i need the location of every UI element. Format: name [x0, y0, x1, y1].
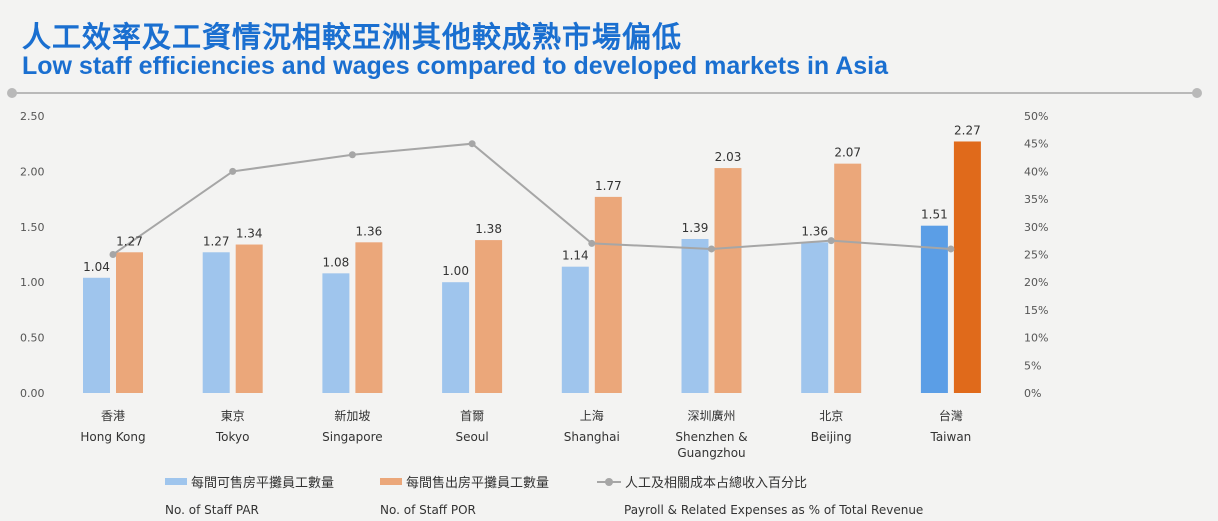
data-label-par: 1.08 — [323, 255, 350, 269]
bar-por — [475, 240, 503, 393]
data-label-por: 1.36 — [356, 224, 383, 238]
payroll-point — [947, 245, 955, 253]
bar-par — [202, 252, 230, 393]
category-label-en: Guangzhou — [677, 446, 745, 460]
legend-label-payroll-en: Payroll & Related Expenses as % of Total… — [624, 503, 924, 517]
category-label-en: Taiwan — [929, 430, 971, 444]
category-label-en: Shanghai — [564, 430, 620, 444]
payroll-line — [112, 142, 951, 256]
right-axis-tick-label: 45% — [1024, 138, 1048, 151]
category-label-zh: 香港 — [101, 409, 125, 423]
legend-swatch-payroll — [597, 477, 621, 487]
title-divider — [12, 92, 1198, 94]
left-axis-tick-label: 0.50 — [20, 332, 45, 345]
left-axis-tick-label: 2.00 — [20, 165, 45, 178]
category-label-zh: 新加坡 — [334, 408, 370, 423]
bar-series — [83, 141, 981, 393]
payroll-point — [229, 167, 237, 175]
legend-item-por: 每間售出房平攤員工數量 No. of Staff POR — [380, 472, 549, 517]
payroll-point — [588, 239, 596, 247]
category-label-en: Tokyo — [215, 430, 250, 444]
bar-par — [442, 282, 470, 393]
data-label-por: 2.07 — [834, 146, 861, 160]
bar-por — [355, 242, 383, 393]
bar-por — [594, 196, 622, 393]
data-label-par: 1.51 — [921, 208, 948, 222]
category-label-zh: 上海 — [580, 408, 604, 423]
page-title-english: Low staff efficiencies and wages compare… — [22, 52, 889, 80]
bar-por — [953, 141, 981, 393]
payroll-point — [468, 140, 476, 148]
category-label-en: Shenzhen & — [675, 430, 747, 444]
legend-label-par-en: No. of Staff PAR — [165, 503, 259, 517]
data-label-por: 1.38 — [475, 222, 502, 236]
data-label-por: 2.03 — [715, 150, 742, 164]
right-axis-tick-label: 20% — [1024, 276, 1048, 289]
data-label-par: 1.04 — [83, 260, 110, 274]
left-axis-tick-label: 1.00 — [20, 276, 45, 289]
legend-label-par-zh: 每間可售房平攤員工數量 — [191, 476, 335, 491]
divider-left-dot — [7, 88, 17, 98]
right-axis-tick-label: 35% — [1024, 193, 1048, 206]
data-label-por: 1.27 — [116, 234, 143, 248]
right-axis-tick-label: 50% — [1024, 110, 1048, 123]
category-label-zh: 東京 — [221, 409, 245, 423]
payroll-point — [109, 251, 117, 258]
bar-por — [235, 244, 263, 393]
bar-por — [116, 252, 143, 393]
legend-label-payroll-zh: 人工及相關成本占總收入百分比 — [625, 476, 808, 491]
payroll-point — [708, 245, 715, 253]
category-labels: 香港 Hong Kong 東京 Tokyo 新加坡 Singapore 首爾 Seoul 上海 S… — [80, 408, 971, 460]
right-axis-tick-label: 0% — [1024, 387, 1041, 400]
category-label-zh: 首爾 — [460, 409, 484, 423]
data-label-par: 1.39 — [682, 221, 709, 235]
category-label-zh: 深圳廣州 — [687, 409, 735, 423]
data-label-par: 1.00 — [442, 264, 469, 278]
bar-par — [920, 225, 948, 393]
right-axis-tick-label: 15% — [1024, 304, 1048, 317]
data-labels: 1.04 1.27 1.27 1.34 1.08 1.36 1.00 1.38 1.14 1.77… — [83, 123, 981, 278]
legend-item-par: 每間可售房平攤員工數量 No. of Staff PAR — [165, 472, 334, 517]
category-label-en: Beijing — [811, 430, 852, 444]
page-title-chinese: 人工效率及工資情況相較亞洲其他較成熟市場偏低 — [22, 20, 683, 54]
category-label-en: Singapore — [322, 430, 383, 444]
payroll-point — [348, 151, 356, 159]
bar-par — [83, 277, 110, 393]
data-label-par: 1.14 — [562, 249, 589, 263]
legend-label-por-en: No. of Staff POR — [380, 503, 476, 517]
category-label-zh: 北京 — [819, 409, 843, 423]
right-axis: 0% 5% 10% 15% 20% 25% 30% 35% 40% 45% 50% — [1024, 110, 1048, 400]
category-label-en: Seoul — [455, 430, 488, 444]
bar-por — [714, 168, 742, 393]
line-series — [109, 140, 955, 258]
left-axis-tick-label: 0.00 — [20, 387, 45, 400]
left-axis: 0.00 0.50 1.00 1.50 2.00 2.50 — [20, 110, 45, 400]
data-label-por: 1.34 — [236, 227, 263, 241]
data-label-por: 2.27 — [954, 123, 981, 137]
left-axis-tick-label: 2.50 — [20, 110, 45, 123]
bar-par — [681, 238, 709, 393]
divider-right-dot — [1192, 88, 1202, 98]
right-axis-tick-label: 40% — [1024, 165, 1048, 178]
right-axis-tick-label: 5% — [1024, 359, 1041, 372]
data-label-par: 1.27 — [203, 234, 230, 248]
data-label-por: 1.77 — [595, 179, 622, 193]
payroll-point — [827, 237, 835, 245]
legend-label-por-zh: 每間售出房平攤員工數量 — [406, 476, 550, 491]
bar-par — [561, 266, 589, 393]
right-axis-tick-label: 30% — [1024, 221, 1048, 234]
data-label-par: 1.36 — [801, 224, 828, 238]
legend-swatch-par — [165, 478, 187, 485]
bar-par — [322, 273, 350, 393]
category-label-zh: 台灣 — [939, 408, 963, 423]
legend-swatch-por — [380, 478, 402, 485]
legend-item-payroll: 人工及相關成本占總收入百分比 Payroll & Related Expense… — [597, 472, 923, 517]
right-axis-tick-label: 25% — [1024, 249, 1048, 262]
left-axis-tick-label: 1.50 — [20, 221, 45, 234]
right-axis-tick-label: 10% — [1024, 332, 1048, 345]
category-label-en: Hong Kong — [80, 430, 145, 444]
bar-par — [801, 242, 829, 393]
bar-por — [834, 163, 862, 393]
